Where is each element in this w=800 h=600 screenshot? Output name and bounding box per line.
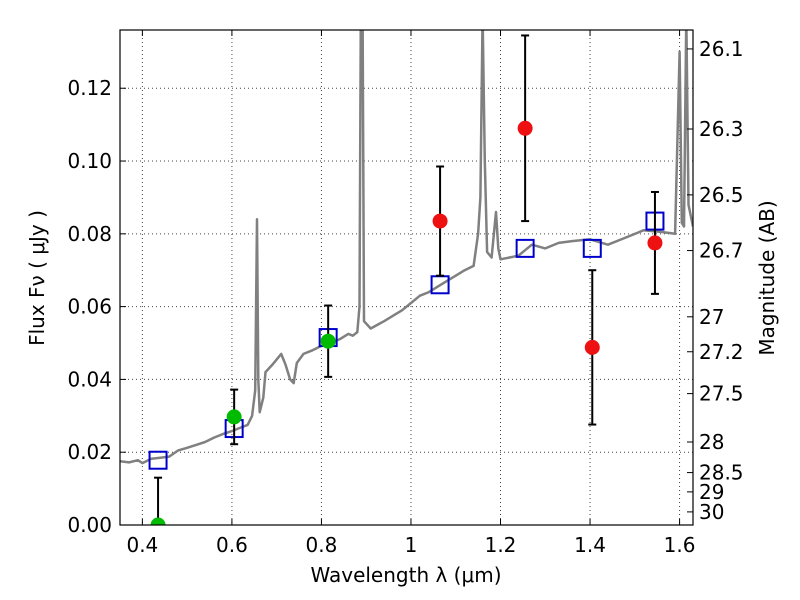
mag-tick-label: 28.5 bbox=[699, 461, 744, 485]
y-tick-label: 0.00 bbox=[67, 513, 112, 537]
detection-point bbox=[150, 517, 166, 525]
detection-point bbox=[320, 333, 336, 349]
plot-background bbox=[120, 30, 693, 525]
mag-tick-label: 26.1 bbox=[699, 37, 744, 61]
data-layer bbox=[120, 30, 693, 525]
x-tick-label: 1.6 bbox=[664, 533, 696, 557]
y-tick-label: 0.08 bbox=[67, 222, 112, 246]
x-tick-label: 1.2 bbox=[485, 533, 517, 557]
x-tick-label: 0.4 bbox=[126, 533, 158, 557]
model-photometry-square bbox=[148, 450, 168, 470]
detection-point bbox=[226, 409, 242, 425]
x-tick-label: 1 bbox=[405, 533, 418, 557]
y-tick-label: 0.10 bbox=[67, 149, 112, 173]
mag-tick-label: 26.7 bbox=[699, 239, 744, 263]
y-tick-label: 0.06 bbox=[67, 295, 112, 319]
mag-tick-label: 27 bbox=[699, 305, 724, 329]
x-axis-label: Wavelength λ (μm) bbox=[310, 563, 501, 587]
y-tick-label: 0.04 bbox=[67, 367, 112, 391]
detection-point bbox=[647, 235, 663, 251]
y-tick-label: 0.02 bbox=[67, 440, 112, 464]
x-tick-label: 0.8 bbox=[306, 533, 338, 557]
grid bbox=[120, 30, 693, 526]
y2-axis-label: Magnitude (AB) bbox=[755, 200, 779, 355]
detection-point bbox=[584, 339, 600, 355]
ticks: 0.4 0.6 0.8 1 1.2 1.4 1.6 0.00 0.02 0.04 0.06 0.08 0… bbox=[67, 30, 744, 557]
detection-point bbox=[432, 213, 448, 229]
mag-tick-label: 27.2 bbox=[699, 340, 744, 364]
mag-tick-label: 26.5 bbox=[699, 183, 744, 207]
detection-point bbox=[517, 120, 533, 136]
model-photometry-square bbox=[582, 238, 602, 258]
mag-tick-label: 27.5 bbox=[699, 382, 744, 406]
mag-tick-label: 30 bbox=[699, 500, 724, 524]
mag-tick-label: 28 bbox=[699, 430, 724, 454]
model-photometry-square bbox=[515, 238, 535, 258]
plot-frame bbox=[119, 29, 694, 526]
x-tick-label: 0.6 bbox=[216, 533, 248, 557]
y-axis-label: Flux Fν ( μJy ) bbox=[25, 210, 49, 346]
y-tick-label: 0.12 bbox=[67, 76, 112, 100]
mag-tick-label: 29 bbox=[699, 480, 724, 504]
mag-tick-label: 26.3 bbox=[699, 117, 744, 141]
x-tick-label: 1.4 bbox=[574, 533, 606, 557]
